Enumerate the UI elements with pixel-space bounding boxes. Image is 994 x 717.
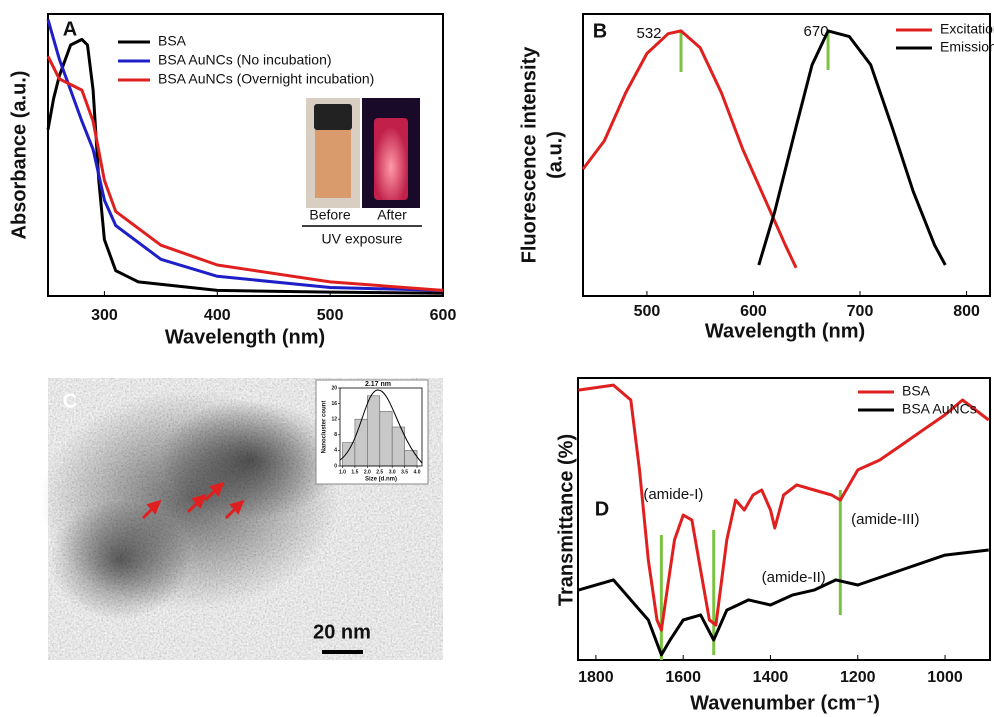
annotation: 2.17 nm: [365, 381, 391, 388]
legend-label: BSA AuNCs: [902, 401, 977, 417]
y-tick-label: 0: [334, 463, 337, 469]
y-axis-label: Transmittance (%): [555, 434, 577, 606]
scale-bar-label: 20 nm: [313, 621, 371, 643]
legend-label: BSA AuNCs (Overnight incubation): [158, 71, 374, 87]
series-line: [577, 548, 989, 657]
plot-frame: [577, 377, 991, 661]
x-tick-label: 600: [430, 307, 457, 324]
annotation: 670: [804, 23, 829, 40]
x-tick-label: 1600: [665, 669, 701, 686]
x-tick-label: 300: [91, 307, 118, 324]
panel-label: B: [593, 20, 607, 42]
legend-label: Excitation: [940, 21, 994, 37]
inset-label: After: [377, 207, 407, 223]
inset-frame: [339, 387, 423, 467]
y-axis-label: (a.u.): [544, 131, 566, 179]
series-line: [46, 55, 444, 292]
y-tick-label: 16: [331, 401, 337, 407]
histogram-bar: [379, 411, 393, 467]
x-tick-label: 3.5: [401, 469, 408, 475]
x-tick-label: 500: [317, 307, 344, 324]
x-tick-label: 1200: [840, 669, 876, 686]
series-line: [581, 29, 798, 269]
y-tick-label: 20: [331, 385, 337, 391]
annotation: (amide-II): [762, 569, 826, 586]
inset-label: Before: [309, 207, 350, 223]
x-tick-label: 700: [847, 303, 874, 320]
legend-label: Emission: [940, 39, 994, 55]
x-tick-label: 800: [953, 303, 980, 320]
x-tick-label: 2.5: [376, 469, 383, 475]
x-tick-label: 3.0: [389, 469, 396, 475]
annotation: 532: [637, 25, 662, 42]
histogram-bar: [367, 395, 381, 467]
x-tick-label: 1.5: [351, 469, 358, 475]
legend-label: BSA: [902, 383, 931, 399]
y-axis-label: Fluorescence intensity: [518, 46, 540, 264]
fit-curve: [339, 389, 423, 464]
legend-label: BSA: [158, 33, 187, 49]
annotation: (amide-III): [851, 511, 919, 528]
x-axis-label: Wavelength (nm): [705, 320, 865, 342]
series-line: [46, 19, 444, 292]
legend-label: BSA AuNCs (No incubation): [158, 52, 332, 68]
x-tick-label: 2.0: [364, 469, 371, 475]
x-tick-label: 600: [740, 303, 767, 320]
plot-frame: [47, 13, 444, 297]
panel-label: C: [63, 390, 77, 412]
plot-frame: [582, 13, 991, 297]
inset-photo: [302, 98, 422, 227]
panel-label: D: [595, 498, 609, 520]
x-tick-label: 500: [634, 303, 661, 320]
series-line: [578, 383, 990, 632]
x-tick-label: 1.0: [339, 469, 346, 475]
y-axis-label: Nanocluster count: [322, 401, 328, 454]
x-tick-label: 4.0: [414, 469, 421, 475]
x-tick-label: 400: [204, 307, 231, 324]
y-axis-label: Absorbance (a.u.): [8, 71, 30, 240]
y-tick-label: 4: [334, 448, 337, 454]
histogram-bar: [354, 418, 368, 467]
histogram-bar: [404, 450, 418, 467]
x-axis-label: Wavenumber (cm⁻¹): [690, 692, 880, 714]
x-tick-label: 1400: [753, 669, 789, 686]
x-axis-label: Size (d.nm): [365, 477, 397, 483]
x-axis-label: Wavelength (nm): [165, 326, 325, 348]
panel-label: A: [63, 18, 77, 40]
inset-label: UV exposure: [322, 231, 403, 247]
y-tick-label: 8: [334, 432, 337, 438]
y-tick-label: 12: [331, 417, 337, 423]
annotation: (amide-I): [643, 486, 703, 503]
x-tick-label: 1800: [578, 669, 614, 686]
histogram-bar: [342, 442, 356, 467]
x-tick-label: 1000: [927, 669, 963, 686]
series-line: [757, 29, 947, 266]
